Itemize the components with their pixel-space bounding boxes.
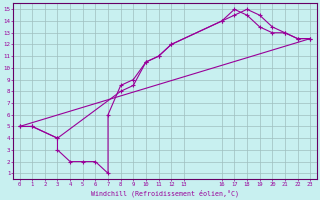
X-axis label: Windchill (Refroidissement éolien,°C): Windchill (Refroidissement éolien,°C) bbox=[91, 189, 239, 197]
